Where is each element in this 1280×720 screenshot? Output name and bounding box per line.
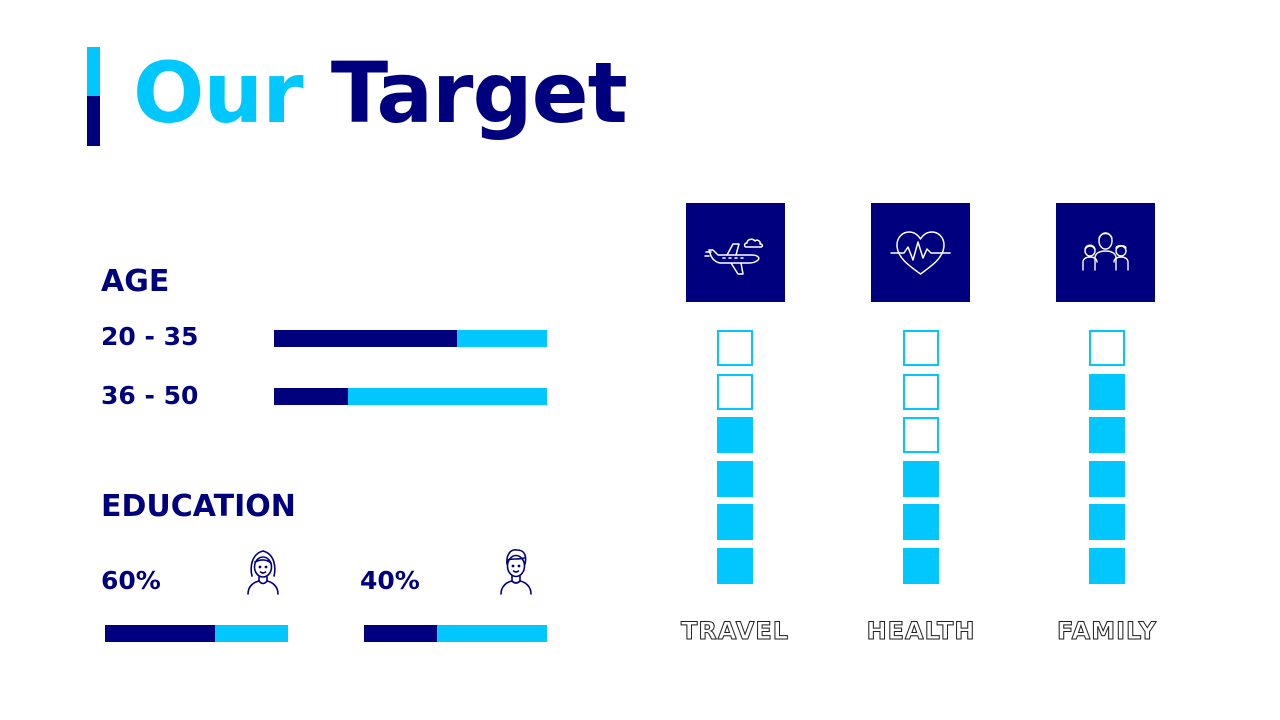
education-bar-1 (105, 625, 288, 642)
travel-icon-box (686, 203, 785, 302)
health-level-square-1 (903, 330, 939, 366)
category-label-travel: TRAVEL (680, 617, 790, 646)
health-level-square-4 (903, 461, 939, 497)
health-icon-box (871, 203, 970, 302)
education-bar-2 (364, 625, 547, 642)
travel-level-square-4 (717, 461, 753, 497)
family-level-square-6 (1089, 548, 1125, 584)
education-bar-2-fill (364, 625, 438, 642)
travel-level-square-3 (717, 417, 753, 453)
health-level-square-3 (903, 417, 939, 453)
age-heading: AGE (101, 264, 170, 299)
heart-pulse-icon (890, 231, 951, 275)
woman-icon (247, 550, 279, 595)
age-row-label-2: 36 - 50 (101, 381, 199, 410)
health-level-square-2 (903, 374, 939, 410)
family-level-square-4 (1089, 461, 1125, 497)
family-level-square-1 (1089, 330, 1125, 366)
age-bar-1-fill (274, 330, 457, 347)
travel-level-square-2 (717, 374, 753, 410)
category-label-family: FAMILY (1057, 617, 1157, 646)
airplane-icon (704, 238, 764, 275)
title-word-our: Our (133, 44, 304, 142)
title-word-target: Target (330, 44, 628, 142)
travel-level-square-5 (717, 504, 753, 540)
travel-level-square-6 (717, 548, 753, 584)
title-accent-bar-bottom (87, 96, 100, 146)
family-level-square-5 (1089, 504, 1125, 540)
page-title: Our Target (133, 38, 628, 148)
title-accent-bar-top (87, 47, 100, 96)
travel-level-square-1 (717, 330, 753, 366)
age-bar-2-fill (274, 388, 348, 405)
education-value-2: 40% (360, 566, 420, 595)
health-level-square-6 (903, 548, 939, 584)
education-bar-1-fill (105, 625, 215, 642)
family-level-square-2 (1089, 374, 1125, 410)
family-icon-box (1056, 203, 1155, 302)
health-level-square-5 (903, 504, 939, 540)
man-icon (500, 549, 532, 595)
age-bar-2 (274, 388, 547, 405)
education-value-1: 60% (101, 566, 161, 595)
category-label-health: HEALTH (866, 617, 976, 646)
family-icon (1082, 232, 1129, 271)
age-row-label-1: 20 - 35 (101, 322, 199, 351)
age-bar-1 (274, 330, 547, 347)
education-heading: EDUCATION (101, 489, 296, 524)
family-level-square-3 (1089, 417, 1125, 453)
